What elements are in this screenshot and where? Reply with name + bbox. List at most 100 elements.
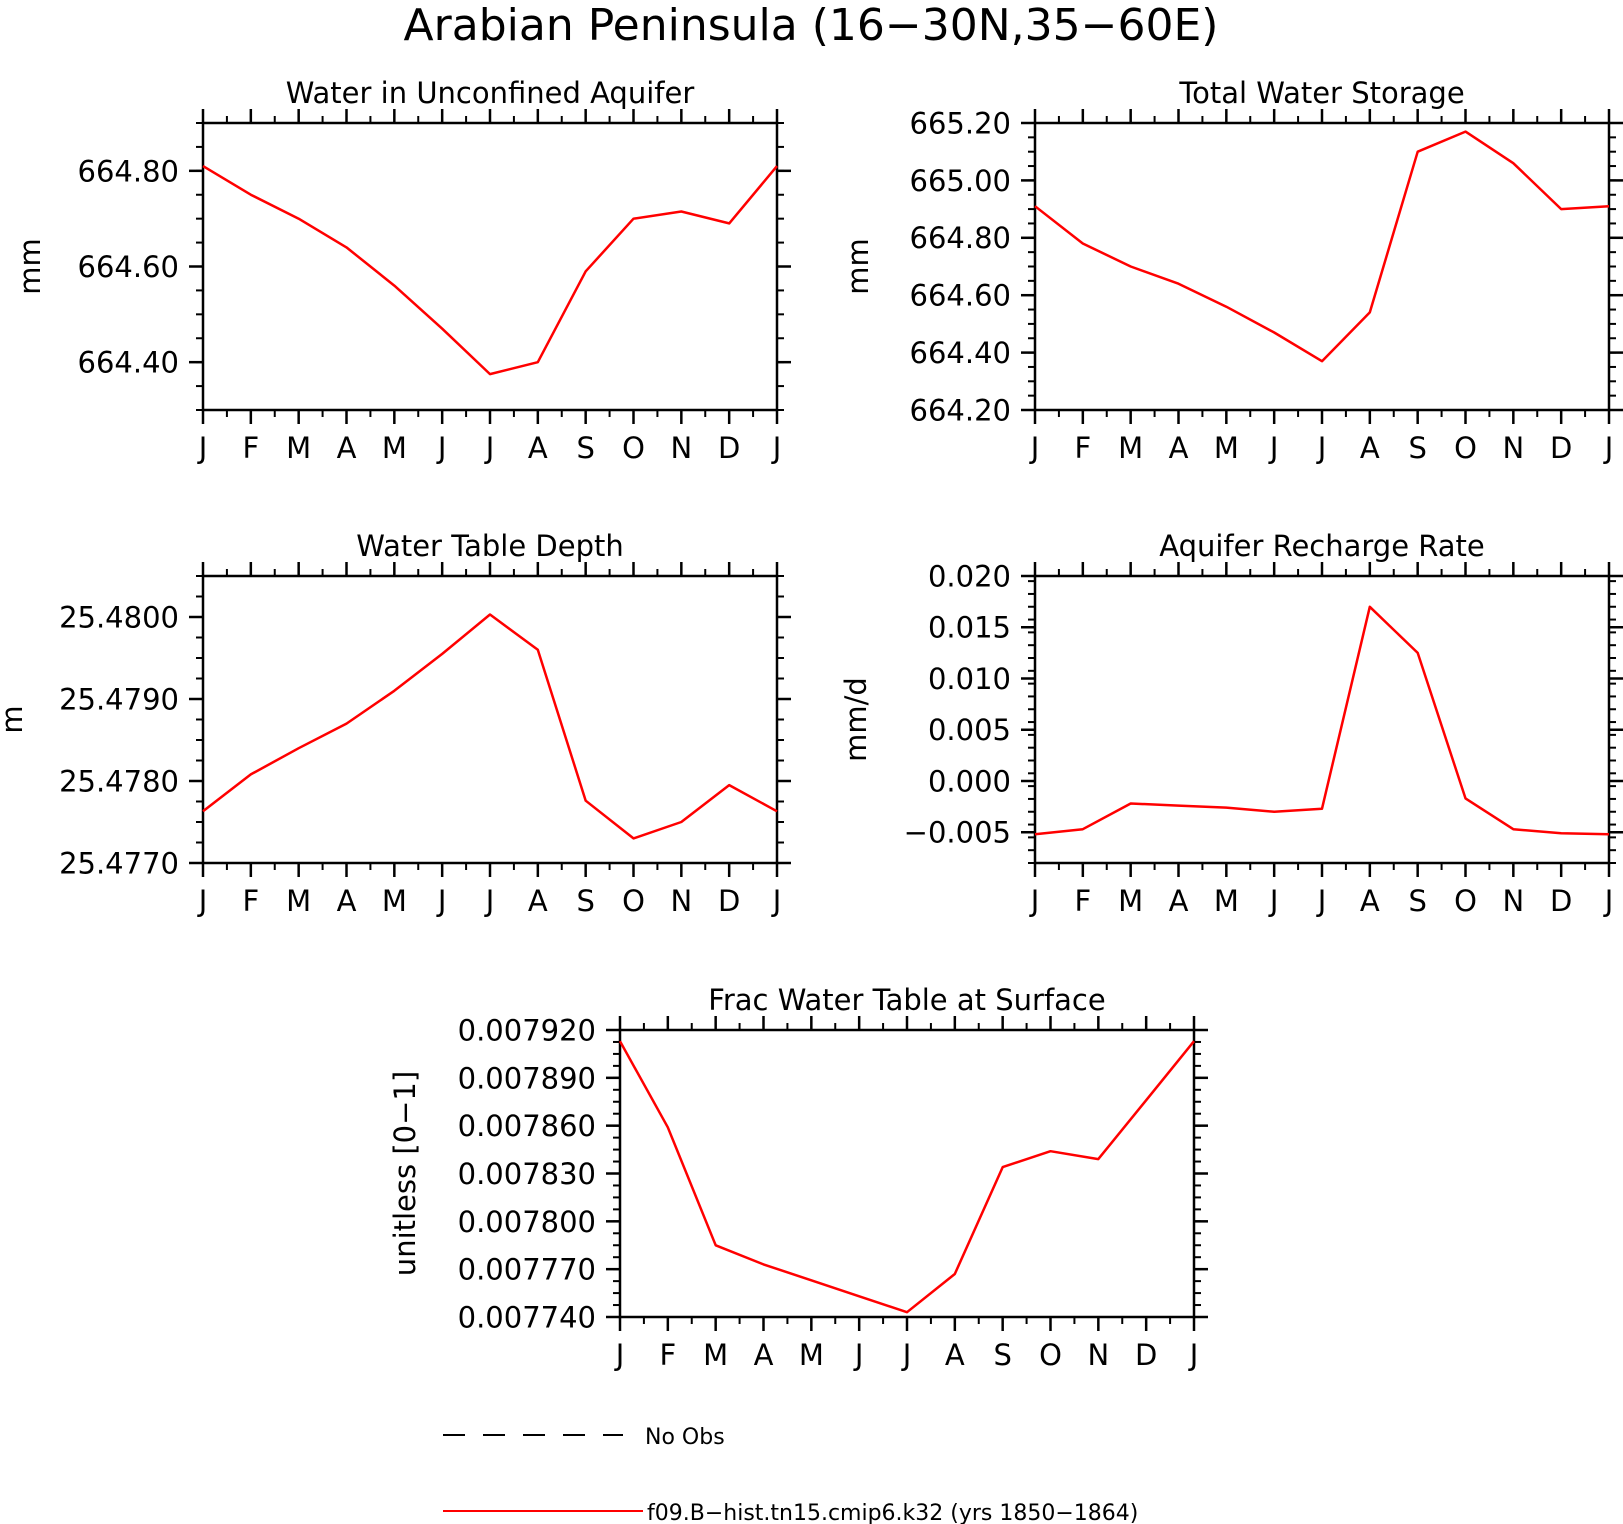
x-tick-label: F [242, 431, 259, 465]
x-tick-label: J [1603, 884, 1614, 918]
x-tick-label: O [622, 884, 645, 918]
y-tick-label: 664.40 [78, 346, 179, 380]
y-tick-label: 664.20 [910, 393, 1011, 427]
x-tick-label: J [1268, 884, 1279, 918]
x-tick-label: M [286, 431, 311, 465]
y-tick-label: 664.60 [910, 279, 1011, 313]
x-tick-label: A [1360, 431, 1380, 465]
x-tick-label: J [1316, 431, 1327, 465]
panel-title: Water in Unconfined Aquifer [286, 76, 695, 110]
y-tick-label: 0.010 [928, 662, 1011, 696]
y-tick-label: 25.4770 [59, 846, 179, 880]
series-line-model [202, 165, 778, 376]
x-tick-label: A [337, 431, 357, 465]
x-tick-label: N [670, 431, 692, 465]
series-line-model [618, 1040, 1195, 1314]
x-tick-label: J [436, 431, 447, 465]
x-tick-label: N [1087, 1338, 1109, 1372]
y-tick-label: 664.40 [910, 336, 1011, 370]
legend-label-obs: No Obs [645, 1425, 725, 1450]
x-tick-label: O [1039, 1338, 1062, 1372]
panel-title: Water Table Depth [356, 529, 624, 563]
figure-title: Arabian Peninsula (16−30N,35−60E) [404, 0, 1219, 51]
x-tick-label: J [1029, 431, 1040, 465]
x-tick-label: M [1214, 884, 1239, 918]
plot-frame [201, 121, 779, 412]
x-tick-label: D [1550, 884, 1572, 918]
series-line-model [1034, 605, 1610, 836]
x-tick-label: J [484, 884, 495, 918]
y-tick-label: 0.007740 [458, 1300, 596, 1334]
y-axis-label: mm/d [839, 677, 873, 762]
x-tick-label: F [1074, 884, 1091, 918]
x-tick-label: J [614, 1338, 625, 1372]
series-line-model [202, 613, 778, 840]
x-tick-label: D [1135, 1338, 1157, 1372]
legend: No Obs f09.B−hist.tn15.cmip6.k32 (yrs 18… [443, 1425, 1138, 1524]
x-tick-label: J [1603, 431, 1614, 465]
y-tick-label: 0.007770 [458, 1253, 596, 1287]
x-tick-label: J [1316, 884, 1327, 918]
x-tick-label: S [993, 1338, 1011, 1372]
y-tick-label: 0.015 [928, 611, 1011, 645]
x-tick-label: F [1074, 431, 1091, 465]
plot-frame [1033, 121, 1611, 412]
x-tick-label: S [1408, 431, 1426, 465]
x-tick-label: M [799, 1338, 824, 1372]
y-tick-label: 0.007890 [458, 1061, 596, 1095]
x-tick-label: A [528, 431, 548, 465]
y-tick-label: 665.20 [910, 106, 1011, 140]
legend-label-model: f09.B−hist.tn15.cmip6.k32 (yrs 1850−1864… [647, 1501, 1138, 1524]
x-tick-label: J [771, 431, 782, 465]
x-tick-label: M [382, 431, 407, 465]
x-tick-label: J [1188, 1338, 1199, 1372]
y-tick-label: 25.4800 [59, 600, 179, 634]
x-tick-label: J [197, 884, 208, 918]
y-tick-label: 0.007830 [458, 1157, 596, 1191]
y-tick-label: 664.80 [910, 221, 1011, 255]
x-tick-label: A [528, 884, 548, 918]
x-tick-label: A [945, 1338, 965, 1372]
x-tick-label: S [1408, 884, 1426, 918]
y-tick-label: −0.005 [904, 816, 1011, 850]
x-tick-label: J [771, 884, 782, 918]
x-tick-label: D [1550, 431, 1572, 465]
y-tick-label: 0.005 [928, 713, 1011, 747]
x-tick-label: A [1169, 884, 1189, 918]
y-axis-label: unitless [0−1] [388, 1071, 422, 1276]
y-tick-label: 0.000 [928, 764, 1011, 798]
x-tick-label: J [436, 884, 447, 918]
plot-frame [618, 1028, 1196, 1319]
y-tick-label: 0.007800 [458, 1205, 596, 1239]
panel-title: Frac Water Table at Surface [708, 983, 1105, 1017]
y-tick-label: 25.4790 [59, 682, 179, 716]
x-tick-label: F [242, 884, 259, 918]
y-axis-label: m [0, 705, 29, 733]
y-tick-label: 664.80 [78, 154, 179, 188]
x-tick-label: O [1454, 884, 1477, 918]
x-tick-label: M [382, 884, 407, 918]
y-tick-label: 664.60 [78, 250, 179, 284]
y-tick-label: 0.020 [928, 559, 1011, 593]
x-tick-label: N [1502, 884, 1524, 918]
x-tick-label: A [754, 1338, 774, 1372]
y-axis-label: mm [13, 238, 47, 295]
x-tick-label: A [337, 884, 357, 918]
y-tick-label: 25.4780 [59, 764, 179, 798]
x-tick-label: D [718, 884, 740, 918]
plot-frame [1033, 574, 1611, 865]
chart-panel-5: Frac Water Table at Surface unitless [0−1… [388, 983, 1208, 1372]
x-tick-label: M [286, 884, 311, 918]
y-tick-label: 665.00 [910, 164, 1011, 198]
y-tick-label: 0.007860 [458, 1109, 596, 1143]
x-tick-label: F [659, 1338, 676, 1372]
x-tick-label: J [484, 431, 495, 465]
y-axis-label: mm [841, 238, 875, 295]
x-tick-label: M [1214, 431, 1239, 465]
x-tick-label: S [576, 431, 594, 465]
x-tick-label: A [1169, 431, 1189, 465]
panel-title: Total Water Storage [1178, 76, 1464, 110]
